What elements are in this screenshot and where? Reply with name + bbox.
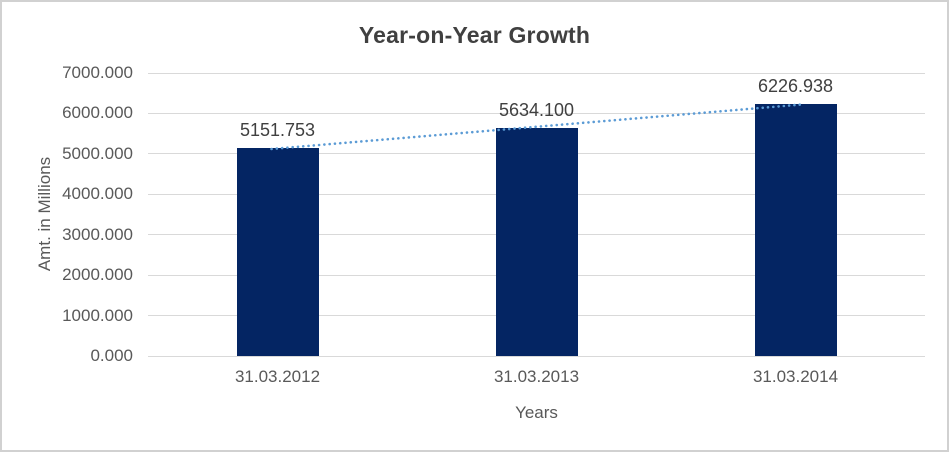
bar-data-label: 5151.753 (239, 119, 316, 140)
y-axis-tick-label: 5000.000 (62, 143, 133, 163)
chart-title: Year-on-Year Growth (358, 22, 591, 48)
x-axis-tick-labels: 31.03.2012 31.03.2013 31.03.2014 (148, 367, 925, 389)
y-axis-tick-labels: 0.000 1000.000 2000.000 3000.000 4000.000 500… (2, 63, 133, 365)
y-axis-tick-label: 3000.000 (62, 224, 133, 244)
y-axis-tick-label: 6000.000 (62, 103, 133, 123)
gridline (148, 355, 925, 357)
y-axis-tick-label: 0.000 (90, 346, 133, 365)
y-axis-tick-label: 4000.000 (62, 184, 133, 204)
bar (754, 104, 837, 356)
bar-data-label: 6226.938 (757, 76, 834, 97)
gridline (148, 72, 925, 74)
bar-data-label: 5634.100 (498, 100, 575, 121)
bar (236, 147, 319, 356)
x-axis-tick-label: 31.03.2013 (493, 367, 580, 386)
y-axis-tick-label: 2000.000 (62, 265, 133, 285)
plot-area: 5151.753 5634.100 6226.938 (148, 72, 925, 357)
bar (495, 128, 578, 356)
x-axis-title: Years (515, 403, 558, 422)
x-axis-tick-label: 31.03.2014 (752, 367, 839, 386)
y-axis-tick-label: 1000.000 (62, 305, 133, 325)
y-axis-tick-label: 7000.000 (62, 63, 133, 82)
x-axis-tick-label: 31.03.2012 (234, 367, 321, 386)
